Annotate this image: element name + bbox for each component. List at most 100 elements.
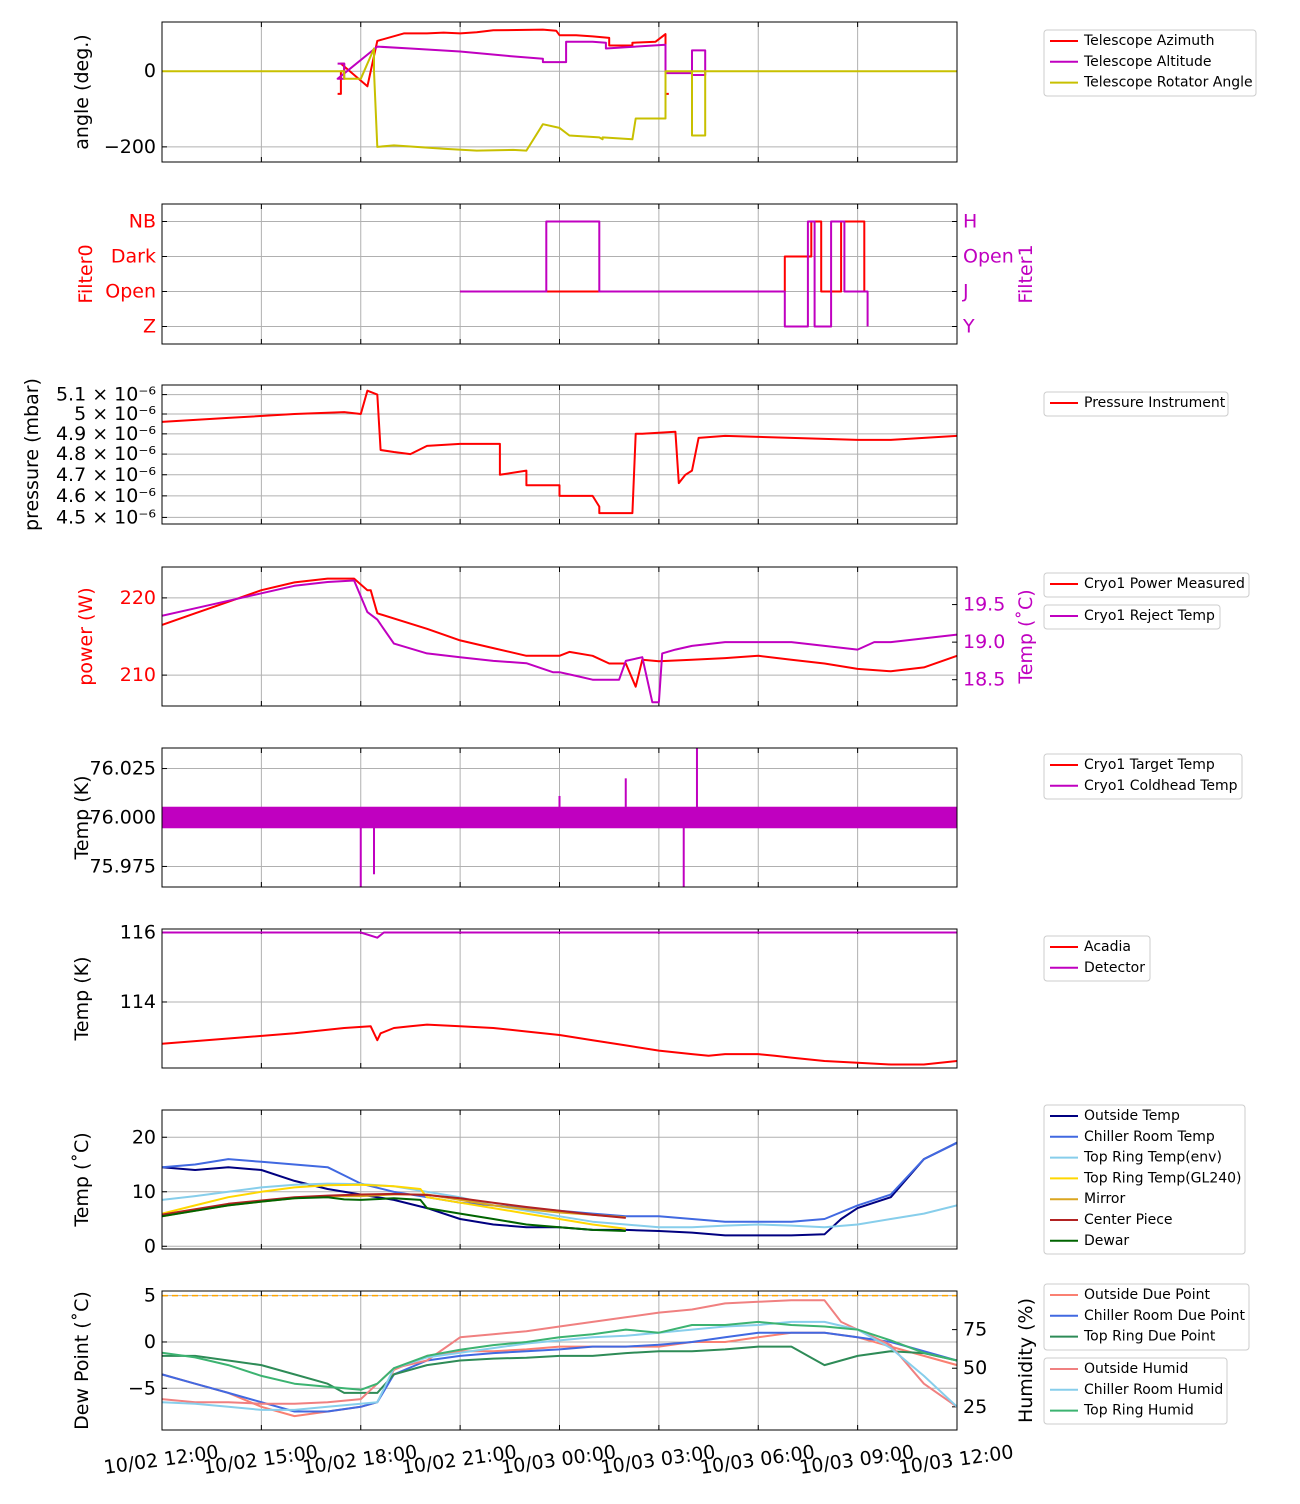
legend-4: Cryo1 Reject Temp: [1043, 604, 1221, 630]
legend-label: Detector: [1084, 960, 1145, 976]
y-tick-label: 210: [120, 664, 156, 686]
series-line-chiller-room-due-point: [162, 1331, 957, 1413]
y-tick-label: 4.6 × 10⁻⁶: [56, 485, 156, 507]
y-tick-label: 4.8 × 10⁻⁶: [56, 443, 156, 465]
plot-frame: [161, 1290, 958, 1431]
y-tick-label: 4.7 × 10⁻⁶: [56, 464, 156, 486]
grid-lines: [162, 204, 957, 344]
legend-label: Chiller Room Temp: [1084, 1129, 1215, 1145]
series-line-detector: [162, 931, 957, 939]
grid-lines: [162, 385, 957, 524]
legend-label: Top Ring Due Point: [1083, 1329, 1216, 1345]
legend-frame: [1043, 29, 1257, 97]
grid-lines: [162, 567, 957, 706]
series-line-telescope-rotator-angle: [162, 47, 957, 152]
series-line-outside-humid: [162, 1299, 957, 1408]
plot-frame: [161, 203, 958, 345]
legend-3: Cryo1 Power Measured: [1043, 572, 1250, 598]
series-line-cryo1-power-measured: [162, 577, 957, 688]
series-line-telescope-azimuth: [337, 28, 669, 95]
legend-label: Cryo1 Target Temp: [1084, 757, 1215, 773]
series-line-chiller-room-humid: [162, 1320, 957, 1411]
legend-7: Outside Temp Chiller Room Temp Top Ring Te…: [1043, 1104, 1246, 1255]
legend-label: Pressure Instrument: [1084, 395, 1226, 411]
plot-area: [460, 220, 869, 328]
series-line-top-ring-temp-gl240-: [162, 1183, 626, 1230]
y-axis-label: power (W): [75, 587, 97, 685]
y-tick-label: 76.000: [90, 807, 156, 829]
plot-area: [162, 28, 957, 152]
legend-label: Chiller Room Due Point: [1084, 1308, 1245, 1324]
y-axis-label: angle (deg.): [71, 34, 93, 149]
y-tick-label: 220: [120, 587, 156, 609]
y-tick-label-right: 19.0: [963, 631, 1005, 653]
plot-frame: [161, 566, 958, 707]
plot-area: [162, 748, 957, 887]
y-tick-label-right: 50: [963, 1357, 987, 1379]
y-tick-label-right: 18.5: [963, 669, 1005, 691]
series-line-cryo1-reject-temp: [162, 579, 957, 704]
series-line-pressure-instrument: [162, 389, 957, 515]
legend-label: Chiller Room Humid: [1084, 1382, 1223, 1398]
plot-area: [162, 1294, 957, 1418]
legend-frame: [1043, 604, 1221, 630]
y-tick-label: 20: [132, 1126, 156, 1148]
legend-label: Top Ring Temp(env): [1083, 1150, 1222, 1166]
legend-label: Telescope Azimuth: [1083, 33, 1214, 49]
legend-label: Dewar: [1084, 1233, 1129, 1249]
y-tick-label: 5 × 10⁻⁶: [74, 403, 156, 425]
plot-frame: [161, 928, 958, 1069]
legend-frame: [1043, 1283, 1250, 1351]
legend-label: Telescope Altitude: [1083, 54, 1212, 70]
y-tick-label: Z: [143, 316, 156, 338]
y-tick-label: −5: [128, 1377, 156, 1399]
series-line-center-piece: [162, 1192, 626, 1219]
series-line-acadia: [162, 1023, 957, 1066]
panel-3: 5.1 × 10⁻⁶5 × 10⁻⁶4.9 × 10⁻⁶4.8 × 10⁻⁶4.…: [21, 378, 958, 531]
legend-label: Outside Humid: [1084, 1361, 1188, 1377]
legend-1: Telescope Azimuth Telescope Altitude Teles…: [1043, 29, 1257, 97]
grid-lines: [162, 929, 957, 1068]
series-line-top-ring-humid: [162, 1320, 957, 1391]
y-axis-label: pressure (mbar): [21, 378, 43, 531]
y-tick-label: 0: [144, 1235, 156, 1257]
legend-label: Cryo1 Coldhead Temp: [1084, 778, 1238, 794]
y-tick-label: 4.9 × 10⁻⁶: [56, 423, 156, 445]
y-tick-label-right: Y: [962, 316, 975, 338]
series-line-top-ring-due-point: [162, 1345, 957, 1394]
legend-frame: [1043, 572, 1250, 598]
y-axis-label: Temp (K): [71, 776, 93, 861]
series-line-top-ring-temp-env-: [162, 1182, 957, 1229]
panel-7: 20 10 0 Temp (˚C): [71, 1109, 958, 1257]
grid-lines: [162, 22, 957, 162]
y-tick-label: 0: [144, 60, 156, 82]
y-axis-label-right: Temp (˚C): [1015, 589, 1037, 684]
y-tick-label-right: 19.5: [963, 594, 1005, 616]
y-tick-label: 116: [120, 921, 156, 943]
y-tick-label: 76.025: [90, 758, 156, 780]
series-line-telescope-altitude: [336, 40, 707, 80]
legend-label: Telescope Rotator Angle: [1083, 75, 1253, 91]
legend-label: Top Ring Temp(GL240): [1083, 1170, 1242, 1186]
x-tick-label: 10/03 12:00: [897, 1441, 1014, 1479]
legend-label: Outside Temp: [1084, 1108, 1180, 1124]
legend-frame: [1043, 1104, 1246, 1255]
y-axis-label: Filter0: [75, 244, 97, 303]
series-line-dewar: [162, 1196, 626, 1232]
y-tick-label: 4.5 × 10⁻⁶: [56, 506, 156, 528]
y-tick-label-right: Open: [963, 246, 1014, 268]
legend-label: Center Piece: [1084, 1212, 1173, 1228]
plot-area: [162, 1141, 957, 1237]
y-tick-label: NB: [129, 211, 156, 233]
y-tick-label: 5: [144, 1285, 156, 1307]
y-tick-label: Open: [105, 281, 156, 303]
legend-label: Acadia: [1084, 939, 1131, 955]
plot-area: [162, 931, 957, 1066]
y-tick-label: 10: [132, 1181, 156, 1203]
panel-4: 220 210 19.5 19.0 18.5 power (W) Temp (˚C): [75, 566, 1037, 707]
plot-area: [162, 577, 957, 704]
y-tick-label: 75.975: [90, 855, 156, 877]
